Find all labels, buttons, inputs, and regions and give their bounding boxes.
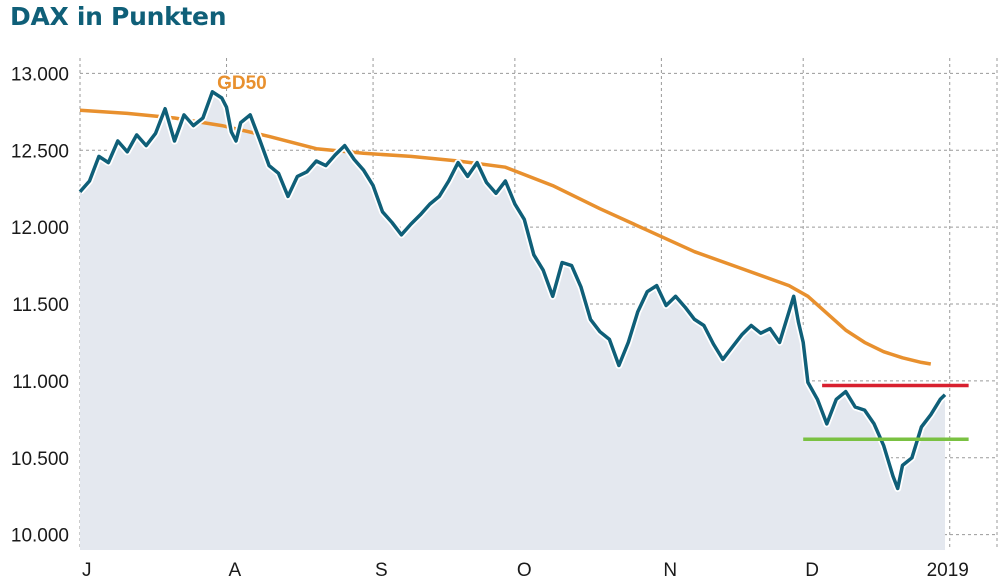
x-tick-label: J bbox=[82, 560, 92, 581]
y-tick-label: 10.500 bbox=[11, 449, 69, 470]
dax-area bbox=[80, 91, 946, 551]
y-axis: 10.000 10.500 11.000 11.500 12.000 12.500 13.0… bbox=[11, 64, 69, 546]
x-tick-label: 2019 bbox=[927, 560, 969, 581]
area-fill bbox=[80, 91, 946, 551]
y-tick-label: 11.000 bbox=[12, 372, 69, 393]
x-tick-label: D bbox=[805, 560, 819, 581]
y-tick-label: 10.000 bbox=[11, 526, 69, 547]
gd50-label: GD50 bbox=[217, 73, 267, 94]
x-tick-label: O bbox=[517, 560, 532, 581]
chart-title: DAX in Punkten bbox=[10, 2, 227, 31]
x-tick-label: N bbox=[663, 560, 677, 581]
y-tick-label: 11.500 bbox=[12, 295, 69, 316]
dax-line bbox=[78, 90, 947, 491]
series-lines bbox=[77, 88, 948, 492]
x-tick-label: S bbox=[375, 560, 388, 581]
series-labels: GD50 bbox=[217, 73, 267, 94]
x-axis: J A S O N D 2019 bbox=[82, 560, 969, 581]
y-tick-label: 12.500 bbox=[11, 141, 69, 162]
reference-lines bbox=[803, 383, 969, 442]
x-tick-label: A bbox=[229, 560, 242, 581]
y-tick-label: 12.000 bbox=[11, 218, 69, 239]
y-tick-label: 13.000 bbox=[11, 64, 69, 85]
